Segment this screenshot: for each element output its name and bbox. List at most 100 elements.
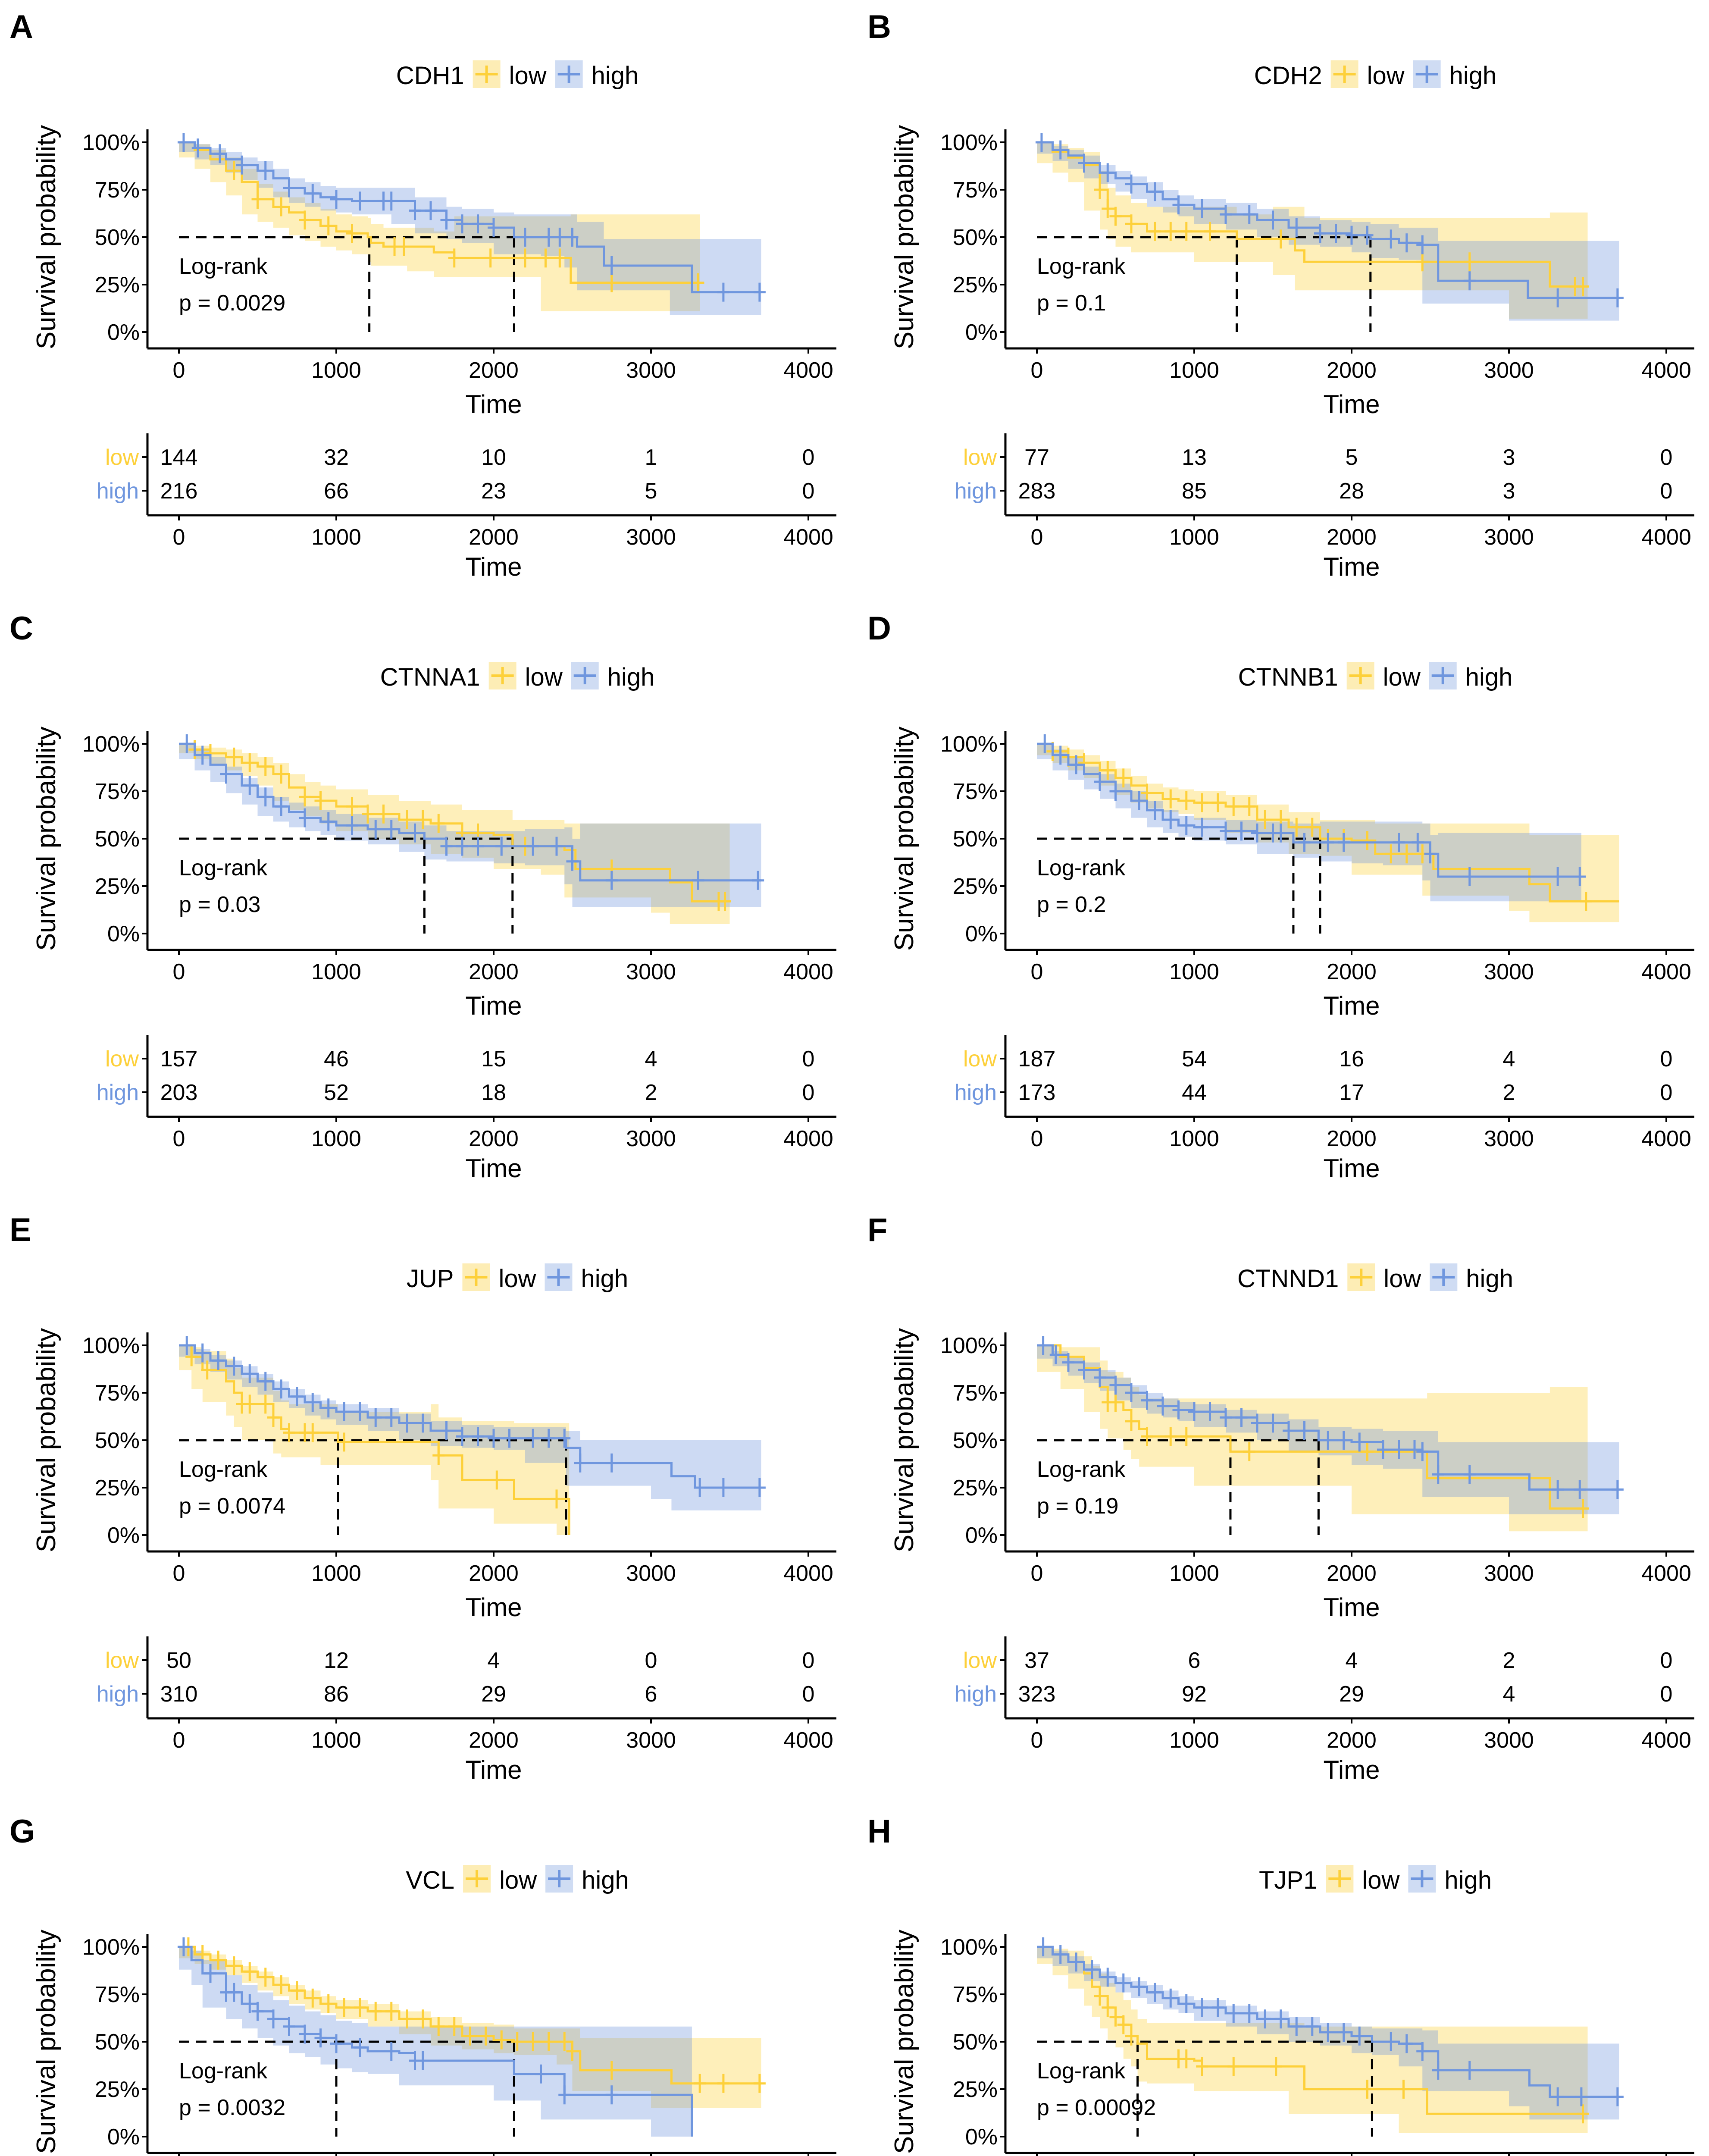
y-tick-label: 25%	[953, 1476, 998, 1501]
risk-count: 32	[324, 445, 349, 470]
risk-table: low 37 6 4 2 0 high 323 92 29 4 0 0 1000 2000 3000 4000 T…	[955, 1636, 1694, 1784]
ci-band-high	[179, 142, 761, 315]
legend: TJP1 low high	[1259, 1865, 1492, 1894]
survival-curve-low	[1037, 1344, 1588, 1510]
x-axis-title: Time	[465, 991, 522, 1020]
risk-x-tick-label: 1000	[1169, 525, 1219, 550]
risk-count: 3	[1503, 479, 1515, 504]
risk-count: 187	[1018, 1047, 1056, 1072]
logrank-label: Log-rank	[179, 856, 268, 881]
risk-count: 283	[1018, 479, 1056, 504]
panel-label: E	[9, 1212, 31, 1248]
ci-band-high	[1037, 1345, 1619, 1514]
x-tick-label: 1000	[311, 358, 361, 383]
y-axis-title: Survival probability	[31, 727, 61, 951]
risk-x-axis-title: Time	[1323, 552, 1380, 581]
y-tick-label: 50%	[953, 225, 998, 250]
y-tick-label: 25%	[95, 1476, 140, 1501]
panel-label: A	[9, 9, 33, 45]
x-tick-label: 3000	[626, 1561, 676, 1586]
risk-row-label-low: low	[105, 1047, 139, 1072]
y-axis-title: Survival probability	[889, 727, 919, 951]
risk-count: 173	[1018, 1080, 1056, 1105]
risk-count: 29	[481, 1682, 506, 1707]
legend: CDH1 low high	[396, 60, 639, 90]
legend-label-low: low	[525, 663, 563, 691]
p-value: p = 0.0074	[179, 1494, 285, 1519]
logrank-label: Log-rank	[179, 1457, 268, 1482]
legend-label-low: low	[1367, 62, 1405, 90]
y-tick-label: 50%	[95, 1428, 140, 1453]
risk-count: 0	[1660, 1682, 1673, 1707]
x-tick-label: 1000	[1169, 959, 1219, 984]
risk-count: 23	[481, 479, 506, 504]
series-low	[1037, 742, 1619, 911]
y-axis-title: Survival probability	[31, 125, 61, 349]
series-low	[179, 740, 731, 911]
y-tick-label: 25%	[953, 874, 998, 899]
series-high	[177, 133, 766, 302]
legend: JUP low high	[407, 1263, 628, 1293]
risk-x-axis-title: Time	[465, 1755, 522, 1784]
risk-row-label-high: high	[955, 1682, 997, 1707]
y-tick-label: 0%	[965, 921, 998, 946]
x-axis-title: Time	[1323, 1593, 1380, 1622]
risk-x-tick-label: 3000	[626, 1728, 676, 1753]
risk-count: 0	[802, 1047, 815, 1072]
risk-count: 86	[324, 1682, 349, 1707]
logrank-label: Log-rank	[179, 254, 268, 279]
p-value: p = 0.0032	[179, 2095, 285, 2120]
risk-x-tick-label: 3000	[1484, 525, 1534, 550]
risk-x-tick-label: 4000	[1641, 525, 1691, 550]
survival-curve-low	[1037, 743, 1619, 903]
x-tick-label: 1000	[311, 959, 361, 984]
risk-count: 52	[324, 1080, 349, 1105]
risk-count: 0	[802, 1080, 815, 1105]
x-tick-label: 3000	[1484, 358, 1534, 383]
risk-count: 15	[481, 1047, 506, 1072]
legend-label-low: low	[499, 1866, 537, 1894]
y-tick-label: 25%	[95, 874, 140, 899]
x-tick-label: 2000	[1327, 1561, 1377, 1586]
risk-x-tick-label: 1000	[311, 525, 361, 550]
risk-count: 66	[324, 479, 349, 504]
legend: CTNNA1 low high	[380, 662, 654, 691]
risk-table: low 157 46 15 4 0 high 203 52 18 2 0 0 1000 2000 3000 40…	[97, 1035, 836, 1183]
y-tick-label: 0%	[965, 320, 998, 345]
y-tick-label: 50%	[95, 2030, 140, 2055]
risk-row-label-high: high	[97, 1080, 139, 1105]
panel-label: B	[867, 9, 891, 45]
p-value: p = 0.2	[1037, 892, 1106, 917]
y-axis-title: Survival probability	[31, 1328, 61, 1552]
y-tick-label: 100%	[940, 732, 998, 757]
legend-title: TJP1	[1259, 1866, 1317, 1894]
risk-count: 77	[1024, 445, 1049, 470]
panel-label: F	[867, 1212, 887, 1248]
risk-x-tick-label: 4000	[783, 1126, 833, 1151]
p-value: p = 0.0029	[179, 291, 285, 316]
y-tick-label: 0%	[107, 2125, 140, 2150]
risk-count: 0	[645, 1648, 657, 1673]
legend-title: CDH2	[1254, 62, 1322, 90]
risk-x-tick-label: 3000	[626, 525, 676, 550]
series-high	[1037, 1336, 1624, 1499]
median-lines	[1037, 1439, 1320, 1535]
p-value: p = 0.1	[1037, 291, 1106, 316]
y-tick-label: 75%	[95, 178, 140, 203]
legend-title: VCL	[406, 1866, 454, 1894]
risk-x-tick-label: 3000	[1484, 1126, 1534, 1151]
legend-label-high: high	[1449, 62, 1497, 90]
y-tick-label: 25%	[95, 2077, 140, 2102]
risk-x-tick-label: 4000	[783, 525, 833, 550]
x-tick-label: 4000	[1641, 959, 1691, 984]
y-tick-label: 0%	[965, 1523, 998, 1548]
risk-count: 203	[160, 1080, 198, 1105]
y-tick-label: 100%	[940, 130, 998, 155]
legend: CDH2 low high	[1254, 60, 1497, 90]
ci-band-low	[1037, 142, 1588, 319]
y-tick-label: 100%	[82, 732, 140, 757]
